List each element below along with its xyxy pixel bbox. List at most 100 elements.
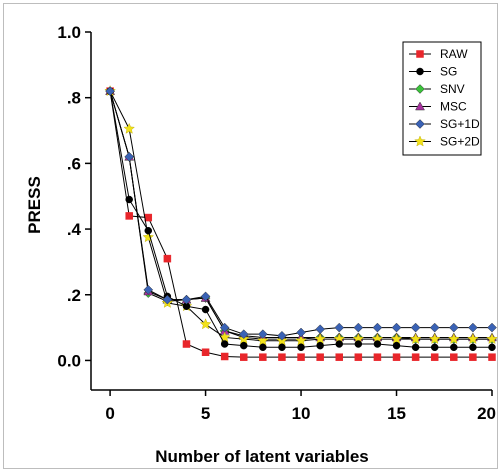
data-point [238, 329, 249, 340]
legend-marker [415, 101, 425, 111]
data-point [411, 353, 420, 361]
data-point [201, 305, 210, 314]
x-tick-label: 0 [105, 404, 114, 423]
data-point [105, 86, 115, 96]
legend: RAW SG SNV MSC SG+1D SG+2D [402, 41, 482, 156]
data-point [353, 322, 364, 333]
y-tick-label: 0.0 [57, 351, 81, 370]
legend-label: MSC [440, 100, 467, 114]
data-point [373, 353, 382, 361]
data-point [296, 327, 306, 338]
legend-item: RAW [409, 47, 468, 61]
data-point [144, 213, 153, 222]
data-point [409, 333, 422, 344]
data-point [199, 318, 212, 330]
series-raw [106, 87, 496, 361]
legend-marker [415, 119, 425, 129]
data-point [334, 322, 345, 333]
data-point [259, 353, 267, 361]
data-point [219, 322, 230, 333]
legend-marker [416, 50, 424, 58]
data-point [278, 353, 286, 361]
data-point [220, 352, 229, 361]
data-point [316, 341, 324, 350]
data-point [430, 343, 439, 352]
data-point [392, 353, 401, 361]
data-point [488, 353, 496, 361]
legend-item: SG+2D [409, 135, 480, 149]
y-tick-label: .6 [67, 154, 81, 173]
data-point [182, 340, 191, 348]
data-point [469, 353, 477, 361]
data-point [391, 322, 402, 333]
x-tick-label: 10 [292, 404, 311, 423]
legend-item: MSC [409, 100, 467, 114]
y-tick-label: .8 [67, 89, 81, 108]
data-point [354, 353, 363, 361]
data-point [125, 212, 133, 220]
data-point [143, 284, 154, 295]
legend-label: SG [440, 65, 457, 79]
data-point [200, 291, 211, 302]
series-sg-1d [105, 86, 497, 341]
data-point [259, 343, 267, 352]
legend-label: SG+2D [440, 135, 480, 149]
data-point [392, 341, 401, 350]
data-point [448, 322, 459, 333]
data-point [125, 195, 133, 204]
data-point [314, 333, 326, 344]
y-tick-label: 1.0 [57, 23, 81, 42]
data-point [410, 322, 421, 333]
legend-box [402, 41, 482, 156]
data-point [144, 226, 153, 235]
data-point [163, 254, 172, 263]
data-point [315, 324, 325, 335]
data-point [162, 294, 173, 305]
data-point [123, 122, 135, 134]
y-axis-title: PRESS [25, 176, 44, 234]
data-point [487, 322, 497, 333]
legend-label: RAW [440, 47, 468, 61]
data-point [411, 343, 420, 352]
data-point [220, 340, 229, 348]
data-point [181, 294, 192, 305]
data-point [277, 330, 287, 341]
data-point [258, 329, 268, 340]
x-axis-ticks: 0 5 10 15 20 [105, 390, 496, 423]
data-point [354, 340, 363, 348]
series-layer [104, 85, 498, 361]
legend-marker [414, 135, 426, 147]
data-point [335, 340, 343, 348]
legend-item: SNV [409, 82, 465, 96]
data-point [450, 353, 458, 361]
data-point [278, 343, 286, 352]
legend-marker [416, 67, 424, 76]
data-point [448, 333, 460, 344]
y-tick-label: .2 [67, 286, 81, 305]
legend-label: SNV [440, 82, 465, 96]
data-point [372, 322, 383, 333]
data-point [430, 353, 439, 361]
data-point [488, 343, 496, 352]
x-tick-label: 15 [387, 404, 406, 423]
data-point [316, 353, 324, 361]
data-point [297, 343, 305, 352]
data-point [486, 333, 498, 344]
data-point [373, 340, 382, 348]
data-point [468, 322, 478, 333]
data-point [429, 322, 440, 333]
legend-item: SG [409, 65, 457, 79]
data-point [295, 334, 307, 346]
y-axis-ticks: 0.0 .2 .4 .6 .8 1.0 [57, 23, 91, 370]
data-point [469, 343, 477, 352]
legend-item: SG+1D [409, 117, 480, 131]
x-tick-label: 5 [201, 404, 210, 423]
data-point [335, 353, 343, 361]
data-point [390, 333, 403, 344]
data-point [297, 353, 305, 361]
data-point [240, 353, 248, 361]
y-tick-label: .4 [67, 220, 82, 239]
x-axis-title: Number of latent variables [155, 447, 369, 466]
data-point [124, 151, 135, 162]
